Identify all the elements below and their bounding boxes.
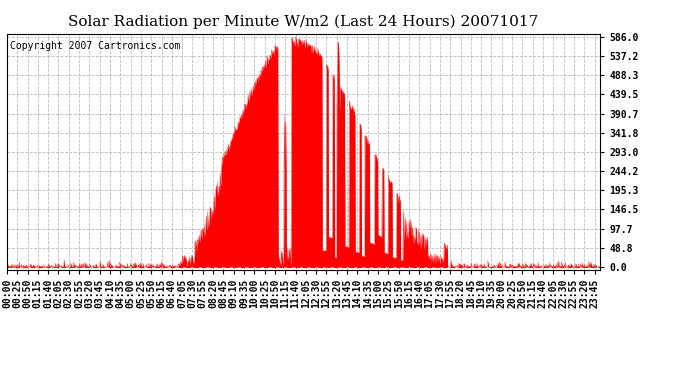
Text: Solar Radiation per Minute W/m2 (Last 24 Hours) 20071017: Solar Radiation per Minute W/m2 (Last 24…: [68, 15, 539, 29]
Text: Copyright 2007 Cartronics.com: Copyright 2007 Cartronics.com: [10, 41, 180, 51]
